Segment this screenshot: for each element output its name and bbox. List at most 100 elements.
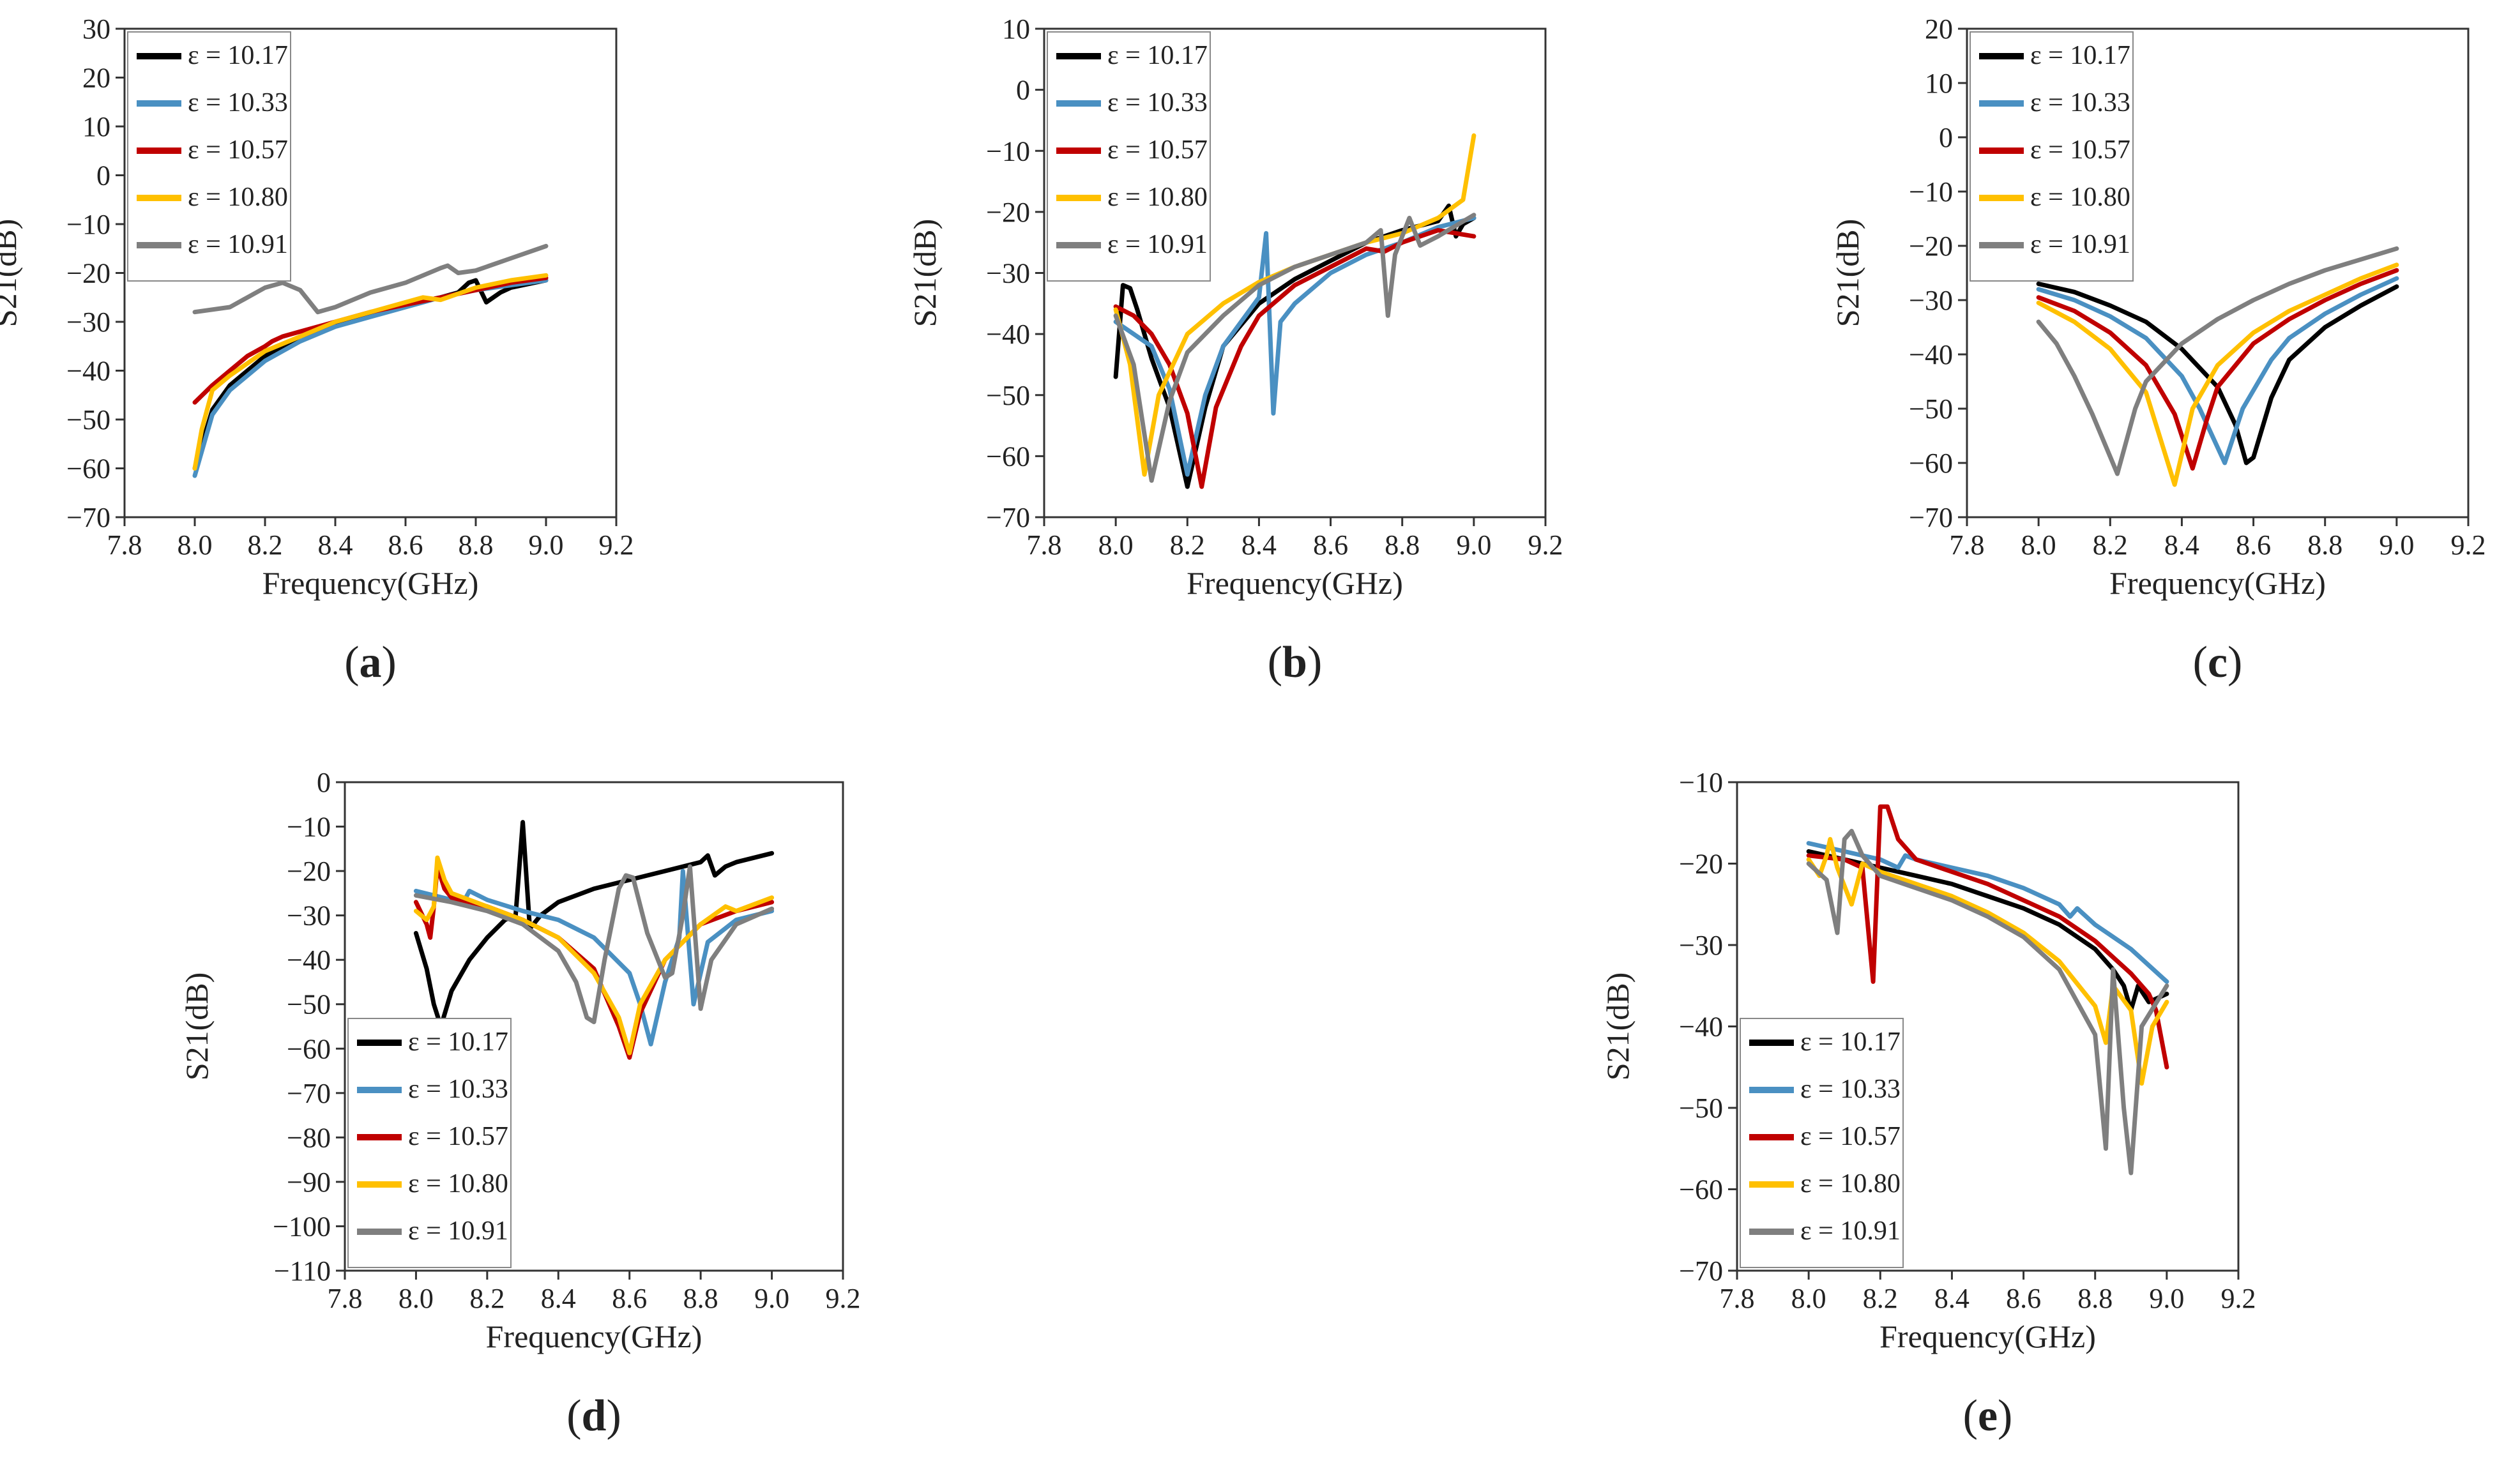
x-tick-label: 8.0 — [398, 1283, 434, 1314]
y-tick-label: −10 — [1909, 176, 1953, 208]
y-tick-label: −50 — [1679, 1093, 1723, 1124]
legend-label: ε = 10.80 — [2030, 183, 2130, 212]
legend-label: ε = 10.33 — [1800, 1075, 1901, 1104]
y-tick-label: −30 — [1909, 285, 1953, 316]
y-tick-label: −30 — [66, 306, 110, 338]
y-tick-label: −50 — [1909, 393, 1953, 425]
legend-label: ε = 10.80 — [408, 1169, 508, 1199]
legend: ε = 10.17 ε = 10.33 ε = 10.57 ε = 10.80 ε = … — [1047, 31, 1211, 282]
x-tick-label: 8.4 — [318, 529, 353, 561]
y-tick-label: −70 — [1909, 502, 1953, 533]
x-tick-label: 8.0 — [178, 529, 213, 561]
y-tick-label: −10 — [1679, 767, 1723, 798]
legend: ε = 10.17 ε = 10.33 ε = 10.57 ε = 10.80 ε = … — [347, 1018, 512, 1268]
x-tick-label: 8.4 — [541, 1283, 576, 1314]
x-tick-label: 9.2 — [1528, 529, 1563, 561]
y-tick-label: −40 — [66, 356, 110, 387]
x-tick-label: 7.8 — [1720, 1283, 1755, 1314]
x-tick-label: 8.4 — [1241, 529, 1277, 561]
x-tick-label: 7.8 — [107, 529, 142, 561]
y-tick-label: −60 — [986, 441, 1030, 472]
legend-label: ε = 10.91 — [188, 230, 288, 259]
series-line-10-57 — [1806, 804, 2169, 1070]
x-axis-title: Frequency(GHz) — [486, 1319, 702, 1354]
x-tick-label: 9.0 — [529, 529, 564, 561]
y-axis-title: S21(dB) — [0, 219, 23, 327]
y-tick-label: −10 — [986, 135, 1030, 167]
series-line-10-91 — [1113, 213, 1476, 483]
y-tick-label: 20 — [82, 63, 110, 94]
x-tick-label: 8.8 — [1385, 529, 1420, 561]
y-tick-label: −10 — [287, 812, 331, 843]
y-tick-label: 0 — [1939, 122, 1953, 153]
x-tick-label: 7.8 — [328, 1283, 363, 1314]
y-axis-title: S21(dB) — [907, 219, 943, 327]
legend-label: ε = 10.80 — [188, 183, 288, 212]
panel-label: (c) — [2193, 638, 2243, 687]
legend: ε = 10.17 ε = 10.33 ε = 10.57 ε = 10.80 ε = … — [127, 31, 291, 282]
x-axis-title: Frequency(GHz) — [262, 565, 479, 601]
x-tick-label: 9.2 — [599, 529, 634, 561]
y-tick-label: −20 — [287, 856, 331, 887]
series-group — [1806, 804, 2169, 1176]
y-tick-label: −60 — [66, 453, 110, 485]
series-line-10-17 — [413, 820, 775, 1029]
series-line-10-91 — [413, 864, 775, 1024]
legend: ε = 10.17 ε = 10.33 ε = 10.57 ε = 10.80 ε = … — [1970, 31, 2134, 282]
y-tick-label: −50 — [287, 989, 331, 1020]
y-tick-label: −50 — [986, 380, 1030, 411]
legend-label: ε = 10.17 — [188, 41, 288, 70]
series-line-10-33 — [1806, 841, 2169, 984]
y-tick-label: 0 — [96, 160, 110, 192]
legend-label: ε = 10.17 — [1107, 41, 1208, 70]
y-axis-title: S21(dB) — [1600, 972, 1636, 1080]
x-tick-label: 7.8 — [1027, 529, 1062, 561]
legend-label: ε = 10.17 — [1800, 1027, 1901, 1057]
panel-label: (b) — [1268, 638, 1323, 687]
y-axis-title: S21(dB) — [179, 972, 215, 1080]
x-tick-label: 8.4 — [1934, 1283, 1970, 1314]
legend-label: ε = 10.57 — [1800, 1122, 1901, 1151]
y-tick-label: −60 — [1909, 448, 1953, 479]
series-group — [1113, 133, 1476, 489]
plot-area-c — [1966, 27, 2470, 518]
x-tick-label: 8.6 — [388, 529, 423, 561]
y-tick-label: −30 — [1679, 930, 1723, 961]
legend-label: ε = 10.80 — [1800, 1169, 1901, 1199]
legend-label: ε = 10.33 — [188, 88, 288, 117]
y-tick-label: −70 — [287, 1078, 331, 1109]
y-tick-label: 30 — [82, 13, 110, 45]
legend-label: ε = 10.91 — [408, 1216, 508, 1246]
series-line-10-91 — [192, 243, 549, 315]
y-tick-label: 10 — [82, 111, 110, 142]
x-tick-label: 8.6 — [1313, 529, 1348, 561]
y-tick-label: −20 — [986, 197, 1030, 228]
legend-label: ε = 10.17 — [2030, 41, 2130, 70]
y-tick-label: −110 — [274, 1255, 331, 1287]
x-tick-label: 9.0 — [2149, 1283, 2184, 1314]
x-tick-label: 8.2 — [2093, 529, 2128, 561]
plot-area-d — [344, 781, 844, 1272]
legend-label: ε = 10.57 — [2030, 135, 2130, 165]
legend-box — [1970, 31, 2134, 282]
y-tick-label: −60 — [1679, 1174, 1723, 1206]
legend: ε = 10.17 ε = 10.33 ε = 10.57 ε = 10.80 ε = … — [1740, 1018, 1904, 1268]
y-tick-label: −50 — [66, 404, 110, 435]
y-tick-label: −40 — [1679, 1011, 1723, 1043]
y-tick-label: −40 — [986, 319, 1030, 350]
y-tick-label: 0 — [317, 767, 331, 798]
legend-label: ε = 10.57 — [188, 135, 288, 165]
y-tick-label: −10 — [66, 209, 110, 240]
x-axis-title: Frequency(GHz) — [2109, 565, 2326, 601]
y-tick-label: −20 — [1679, 849, 1723, 880]
x-tick-label: 8.8 — [683, 1283, 718, 1314]
chart-panel-b: 7.8 8.0 8.2 8.4 8.6 8.8 9.0 9.2 10 0 −10 −20 −30 −40 −… — [907, 13, 1563, 687]
series-line-10-17 — [2036, 282, 2399, 465]
x-tick-label: 8.2 — [1863, 1283, 1898, 1314]
series-line-10-80 — [413, 855, 775, 1055]
x-tick-label: 8.0 — [2021, 529, 2056, 561]
series-group — [413, 820, 775, 1060]
x-tick-label: 8.8 — [459, 529, 494, 561]
x-tick-label: 9.0 — [754, 1283, 789, 1314]
series-line-10-33 — [192, 278, 549, 478]
